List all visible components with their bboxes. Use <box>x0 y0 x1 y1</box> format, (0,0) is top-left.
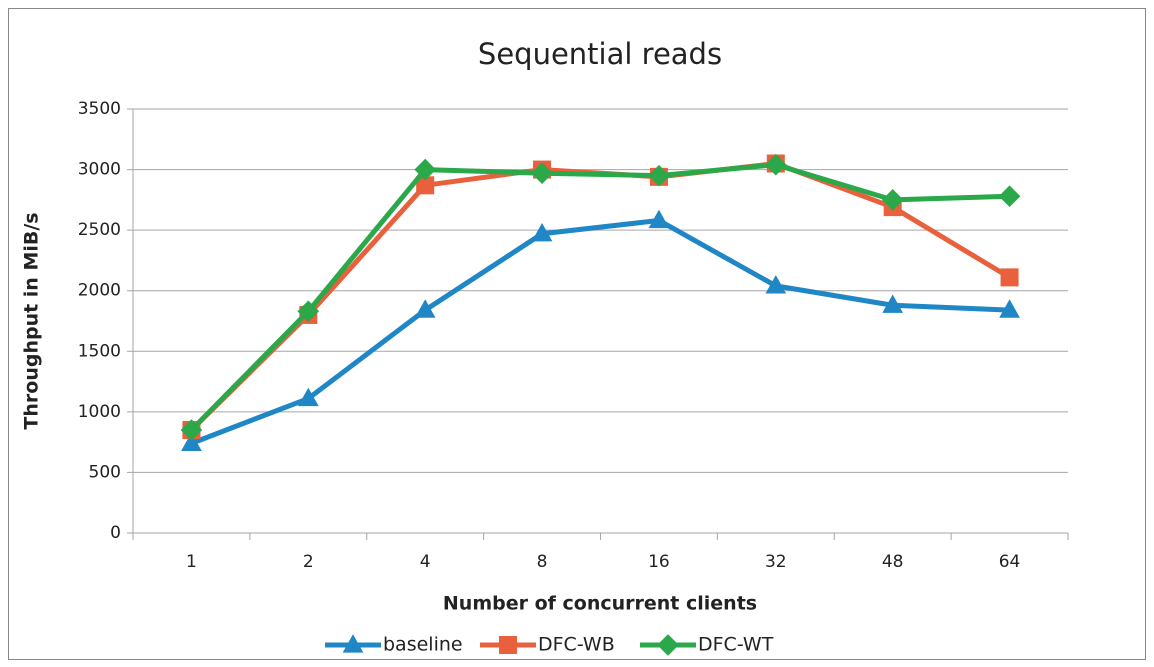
y-tick-label: 0 <box>110 523 121 543</box>
data-point <box>414 299 436 318</box>
x-tick-label: 2 <box>303 552 314 572</box>
chart-border <box>8 8 1146 660</box>
y-tick-label: 1500 <box>78 341 121 361</box>
y-tick-label: 2500 <box>78 220 121 240</box>
data-point <box>297 300 320 323</box>
series-line <box>189 162 1010 432</box>
data-point <box>882 294 904 313</box>
x-tick-label: 4 <box>420 552 431 572</box>
legend-label: DFC-WB <box>538 634 615 656</box>
y-tick-label: 500 <box>89 462 121 482</box>
y-tick-label: 1000 <box>78 402 121 422</box>
x-tick-label: 64 <box>999 552 1021 572</box>
data-point <box>648 209 670 229</box>
legend-marker <box>499 636 517 654</box>
x-tick-label: 1 <box>186 552 197 572</box>
data-point <box>414 158 436 181</box>
data-point <box>999 299 1020 318</box>
data-point <box>180 419 203 441</box>
y-tick-label: 3500 <box>78 99 121 119</box>
data-point <box>297 387 319 407</box>
data-point <box>765 275 787 294</box>
data-point <box>881 189 904 211</box>
data-point <box>765 153 787 176</box>
x-axis-label: Number of concurrent clients <box>443 593 757 615</box>
y-tick-label: 2000 <box>78 281 121 301</box>
data-point <box>648 164 670 187</box>
series-line <box>190 217 1010 446</box>
y-axis-label: Throughput in MiB/s <box>21 212 43 429</box>
x-tick-label: 16 <box>648 552 670 572</box>
data-point <box>531 222 553 242</box>
data-point <box>1000 268 1019 287</box>
data-point <box>181 432 202 452</box>
y-tick-label: 3000 <box>78 160 121 180</box>
legend-label: DFC-WT <box>698 634 774 656</box>
legend-label: baseline <box>383 634 463 656</box>
legend-marker <box>342 634 364 653</box>
x-tick-label: 48 <box>882 552 904 572</box>
legend-marker <box>657 634 679 656</box>
x-tick-label: 8 <box>537 552 548 572</box>
data-point <box>531 162 553 185</box>
data-point <box>998 185 1021 208</box>
chart-title: Sequential reads <box>478 37 722 71</box>
data-point <box>416 176 435 195</box>
x-tick-label: 32 <box>765 552 787 572</box>
